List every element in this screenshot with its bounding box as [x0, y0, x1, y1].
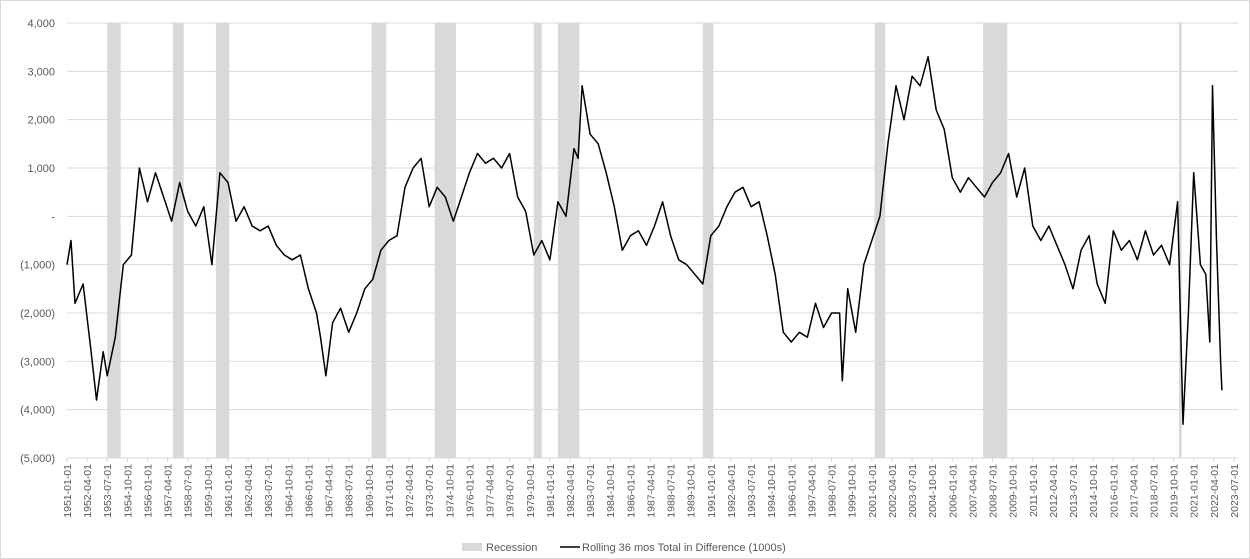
x-tick-label: 1989-10-01 — [686, 464, 698, 518]
x-tick-label: 2011-01-01 — [1028, 464, 1040, 517]
x-tick-label: 1958-07-01 — [183, 464, 195, 518]
y-tick-label: (5,000) — [20, 453, 55, 465]
x-tick-label: 1987-04-01 — [645, 464, 657, 518]
y-tick-label: 1,000 — [27, 163, 55, 175]
recession-band — [172, 23, 184, 458]
x-tick-label: 1964-10-01 — [283, 464, 295, 518]
x-tick-label: 1956-01-01 — [142, 464, 154, 518]
recession-band — [533, 23, 542, 458]
x-tick-label: 1984-10-01 — [605, 464, 617, 518]
x-tick-label: 1972-04-01 — [404, 464, 416, 518]
y-tick-label: - — [51, 211, 55, 223]
recession-band — [557, 23, 580, 458]
x-tick-label: 1969-10-01 — [364, 464, 376, 518]
x-tick-label: 1999-10-01 — [847, 464, 859, 518]
x-tick-label: 1962-04-01 — [243, 464, 255, 518]
x-tick-label: 2023-07-01 — [1229, 464, 1241, 518]
recession-band — [371, 23, 387, 458]
x-tick-label: 1974-10-01 — [444, 464, 456, 518]
x-tick-label: 1976-01-01 — [464, 464, 476, 518]
x-tick-label: 1973-07-01 — [424, 464, 436, 518]
x-tick-label: 2008-07-01 — [988, 464, 1000, 518]
x-tick-label: 2013-07-01 — [1068, 464, 1080, 518]
x-tick-label: 1968-07-01 — [344, 464, 356, 518]
x-tick-label: 2017-04-01 — [1128, 464, 1140, 518]
legend-swatch — [462, 543, 482, 551]
y-tick-label: (1,000) — [20, 260, 55, 272]
x-tick-label: 2022-04-01 — [1209, 464, 1221, 518]
x-tick-label: 1971-01-01 — [384, 464, 396, 518]
x-tick-label: 1991-01-01 — [706, 464, 718, 518]
x-tick-label: 1988-07-01 — [666, 464, 678, 518]
x-tick-label: 1982-04-01 — [565, 464, 577, 518]
y-tick-label: 4,000 — [27, 18, 55, 30]
x-tick-label: 2001-01-01 — [867, 464, 879, 518]
x-tick-label: 1979-10-01 — [525, 464, 537, 518]
x-tick-label: 1983-07-01 — [585, 464, 597, 518]
x-tick-label: 2019-10-01 — [1169, 464, 1181, 518]
data-line — [66, 56, 1223, 425]
x-tick-label: 1963-07-01 — [263, 464, 275, 518]
x-tick-label: 1994-10-01 — [766, 464, 778, 518]
x-tick-label: 1961-01-01 — [223, 464, 235, 518]
x-tick-label: 2021-01-01 — [1189, 464, 1201, 518]
x-tick-label: 1952-04-01 — [82, 464, 94, 518]
x-tick-label: 1954-10-01 — [122, 464, 134, 518]
x-tick-label: 1951-01-01 — [62, 464, 74, 518]
legend-label: Recession — [486, 542, 537, 554]
y-tick-label: 2,000 — [27, 115, 55, 127]
recession-band — [107, 23, 121, 458]
x-tick-label: 1977-04-01 — [485, 464, 497, 518]
x-tick-label: 1978-07-01 — [505, 464, 517, 518]
x-tick-label: 1957-04-01 — [163, 464, 175, 518]
x-tick-label: 1953-07-01 — [102, 464, 114, 518]
x-tick-label: 1967-04-01 — [324, 464, 336, 518]
x-tick-label: 1986-01-01 — [625, 464, 637, 518]
x-tick-label: 2006-01-01 — [947, 464, 959, 518]
x-tick-label: 2002-04-01 — [887, 464, 899, 518]
recession-band — [874, 23, 886, 458]
x-tick-label: 2012-04-01 — [1048, 464, 1060, 518]
x-tick-label: 1993-07-01 — [746, 464, 758, 518]
x-tick-label: 1998-07-01 — [827, 464, 839, 518]
x-tick-label: 2004-10-01 — [927, 464, 939, 518]
x-tick-label: 2007-04-01 — [967, 464, 979, 518]
x-tick-label: 2016-01-01 — [1108, 464, 1120, 518]
x-tick-label: 2009-10-01 — [1008, 464, 1020, 518]
recession-band — [1178, 23, 1182, 458]
y-tick-label: 3,000 — [27, 66, 55, 78]
x-tick-label: 1997-04-01 — [806, 464, 818, 518]
y-tick-label: (2,000) — [20, 308, 55, 320]
x-tick-label: 1996-01-01 — [786, 464, 798, 518]
x-tick-label: 1966-01-01 — [303, 464, 315, 518]
recession-band — [215, 23, 230, 458]
y-tick-label: (3,000) — [20, 356, 55, 368]
x-tick-label: 2018-07-01 — [1148, 464, 1160, 518]
legend-label: Rolling 36 mos Total in Difference (1000… — [582, 542, 786, 554]
recession-band — [702, 23, 714, 458]
x-tick-label: 2003-07-01 — [907, 464, 919, 518]
x-tick-label: 2014-10-01 — [1088, 464, 1100, 518]
recession-band — [434, 23, 456, 458]
x-tick-label: 1992-04-01 — [726, 464, 738, 518]
x-tick-label: 1959-10-01 — [203, 464, 215, 518]
recession-band — [983, 23, 1008, 458]
y-tick-label: (4,000) — [20, 405, 55, 417]
x-tick-label: 1981-01-01 — [545, 464, 557, 518]
